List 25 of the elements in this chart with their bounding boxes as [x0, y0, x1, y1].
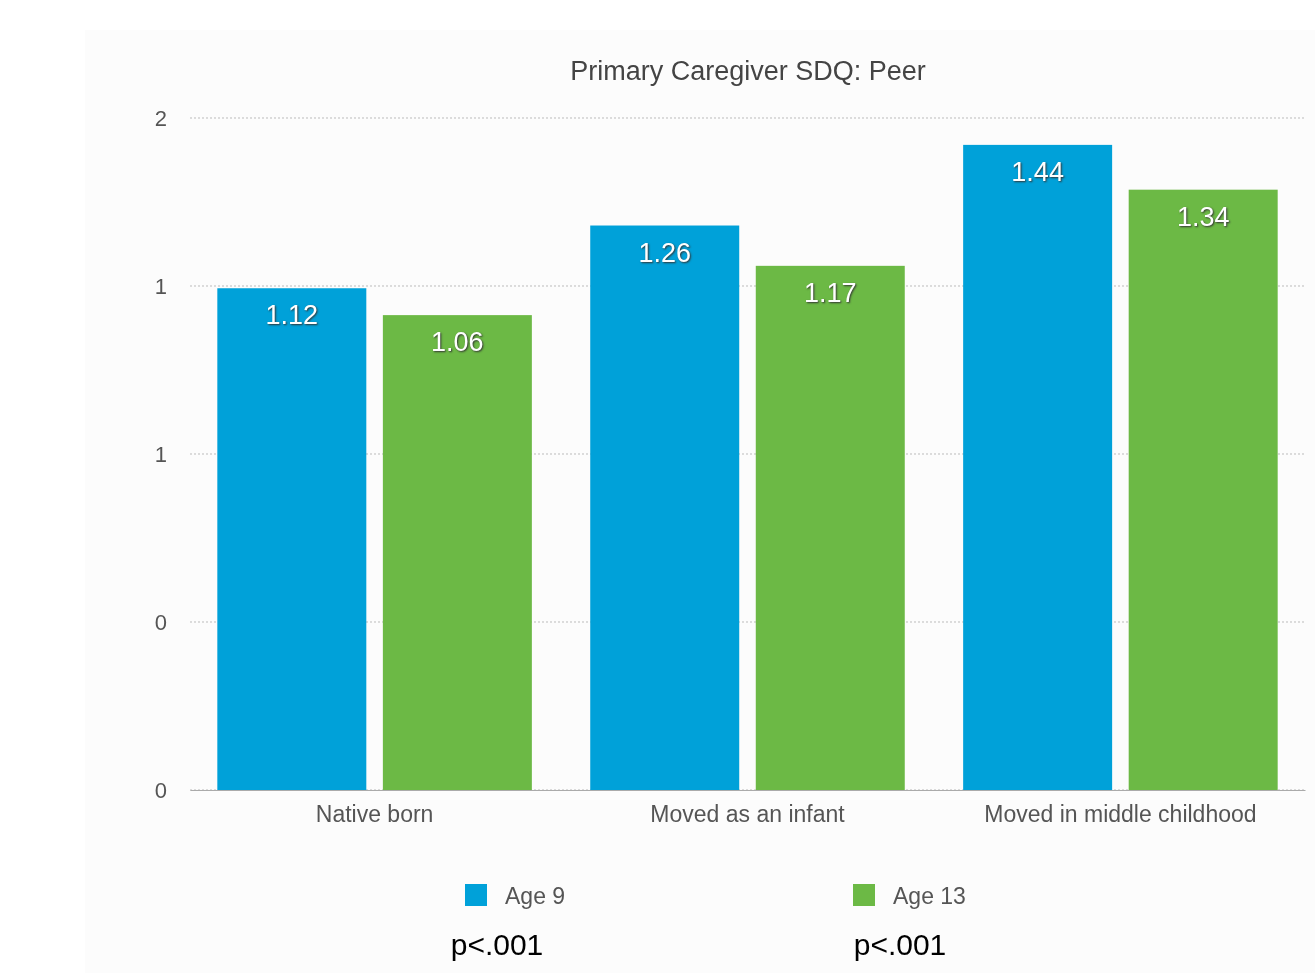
data-label: 1.34 — [1176, 201, 1230, 232]
data-label: 1.06 — [431, 327, 484, 358]
legend-label: Age 9 — [505, 883, 566, 909]
x-tick-label: Native born — [315, 801, 434, 828]
chart-title: Primary Caregiver SDQ: Peer — [570, 56, 926, 86]
x-tick-label: Moved as an infant — [650, 801, 846, 828]
text: p<.001 — [853, 928, 947, 961]
x-tick-label: Moved in middle childhood — [984, 801, 1257, 828]
y-tick-label: 2 — [154, 105, 167, 131]
bar — [382, 315, 532, 790]
y-tick-label: 1 — [154, 273, 167, 299]
bar — [217, 288, 367, 790]
data-label: 1.44 — [1011, 156, 1064, 187]
y-tick-label: 1 — [154, 441, 167, 467]
bar — [1128, 189, 1278, 790]
legend-label: Age 13 — [893, 883, 966, 909]
y-tick-label: 0 — [154, 609, 167, 635]
data-label: 1.12 — [265, 300, 319, 331]
data-label: 1.26 — [638, 237, 692, 268]
y-tick-label: 0 — [154, 777, 167, 803]
text: p<.001 — [450, 928, 544, 961]
bar — [963, 144, 1113, 790]
bar — [590, 225, 740, 790]
bar — [755, 265, 905, 790]
data-label: 1.17 — [803, 277, 857, 308]
